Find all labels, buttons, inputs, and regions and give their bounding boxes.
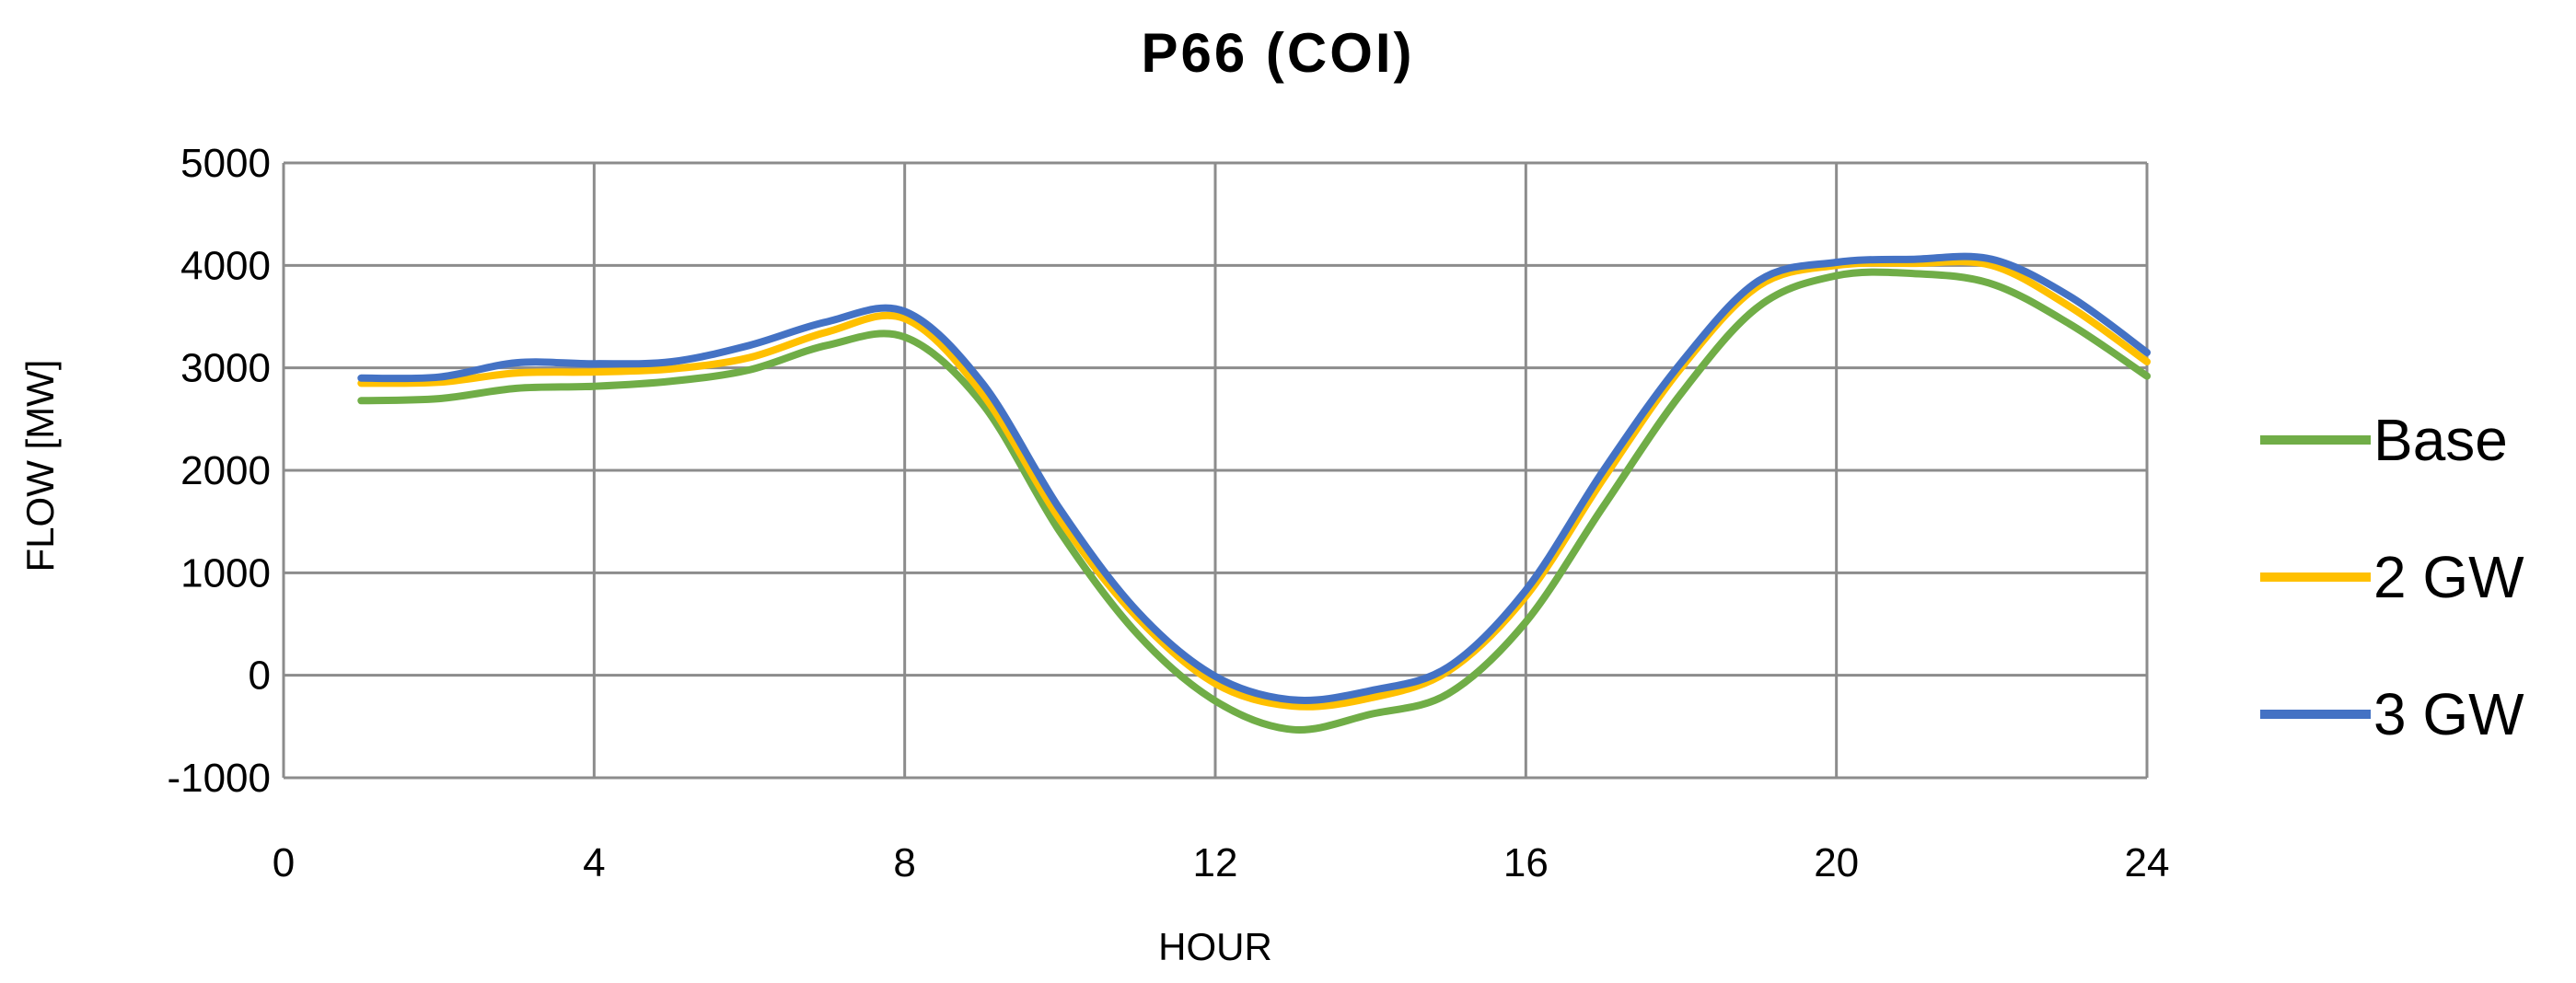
chart-title: P66 (COI) bbox=[1141, 22, 1414, 84]
y-tick-label: 5000 bbox=[180, 141, 271, 186]
gridlines bbox=[282, 161, 2149, 780]
x-axis-title: HOUR bbox=[1158, 925, 1272, 968]
x-tick-label: 8 bbox=[893, 840, 915, 885]
legend: Base 2 GW 3 GW bbox=[2260, 407, 2524, 747]
x-tick-label: 0 bbox=[273, 840, 295, 885]
x-tick-label: 20 bbox=[1814, 840, 1859, 885]
y-tick-label: 3000 bbox=[180, 346, 271, 391]
y-tick-label: 0 bbox=[249, 653, 271, 699]
y-tick-label: 2000 bbox=[180, 448, 271, 493]
y-tick-label: 4000 bbox=[180, 243, 271, 288]
x-axis-ticks: 0 4 8 12 16 20 24 bbox=[273, 840, 2170, 885]
x-tick-label: 16 bbox=[1503, 840, 1549, 885]
x-tick-label: 12 bbox=[1193, 840, 1238, 885]
legend-label-base: Base bbox=[2373, 407, 2508, 473]
y-tick-label: -1000 bbox=[167, 756, 271, 801]
y-axis-ticks: -1000 0 1000 2000 3000 4000 5000 bbox=[167, 141, 271, 801]
legend-label-2-gw: 2 GW bbox=[2373, 544, 2524, 610]
y-tick-label: 1000 bbox=[180, 550, 271, 596]
series-line-3-gw bbox=[357, 252, 2151, 704]
y-axis-title: FLOW [MW] bbox=[18, 360, 62, 572]
x-tick-label: 24 bbox=[2125, 840, 2170, 885]
series-line-base bbox=[357, 268, 2151, 734]
legend-label-3-gw: 3 GW bbox=[2373, 681, 2524, 747]
x-tick-label: 4 bbox=[583, 840, 605, 885]
series-lines bbox=[357, 252, 2151, 734]
